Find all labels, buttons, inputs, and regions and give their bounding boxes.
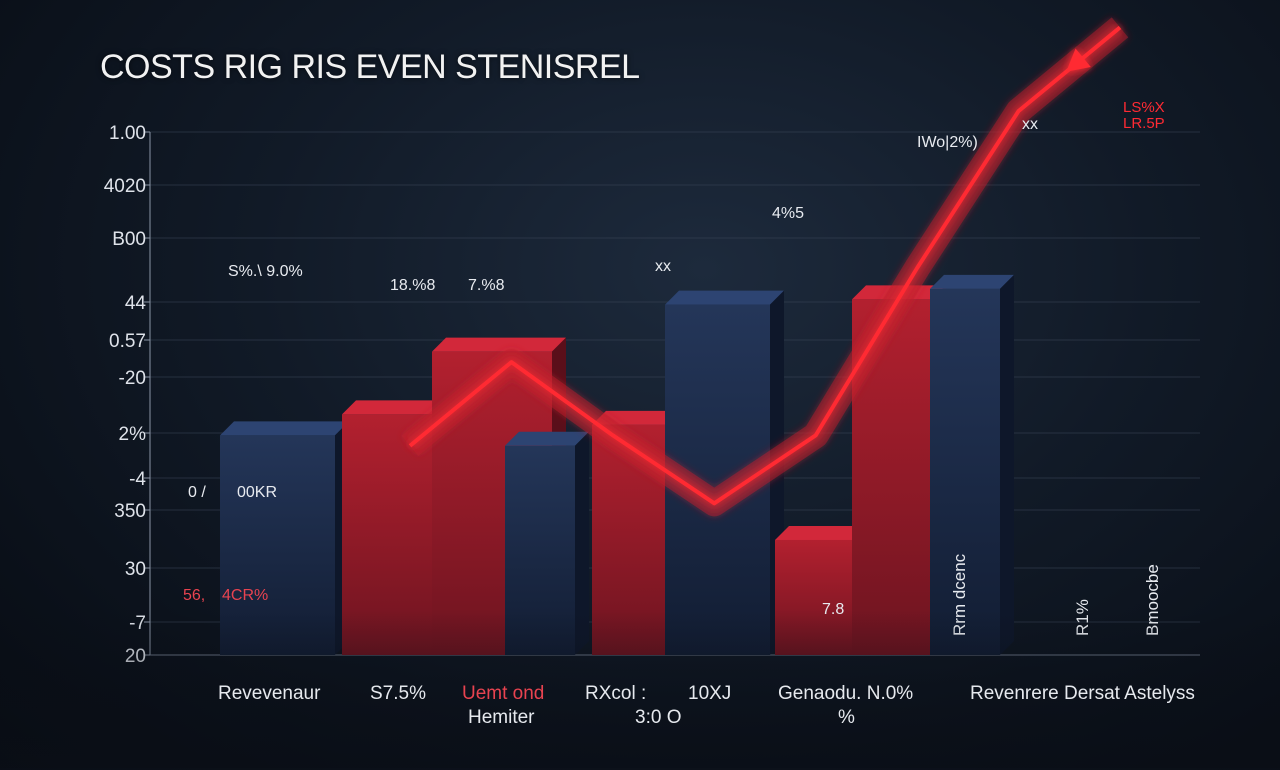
bar-label: 4%5	[772, 205, 804, 222]
bar-label: 18.%8	[390, 277, 435, 294]
x-category-line2: 3:0 O	[635, 707, 682, 728]
bar-front-face	[930, 288, 1000, 655]
y-tick-label: 350	[114, 501, 146, 522]
bar-label: 7.8	[822, 601, 844, 618]
x-category-label: RXcol : 3:0 O	[585, 683, 681, 729]
bar-label: IWo|2%)	[917, 134, 978, 151]
bar-side-face	[1000, 274, 1014, 655]
bar-4	[505, 431, 589, 655]
bar-label: LR.5P	[1123, 115, 1165, 132]
bar-label: LS%X	[1123, 99, 1165, 116]
x-category-line1: Uemt ond	[462, 683, 545, 704]
bars	[220, 274, 1014, 655]
x-category-label: S7.5%	[370, 683, 426, 705]
y-tick-label: B00	[112, 229, 146, 250]
x-category-line1: S7.5%	[370, 683, 426, 704]
y-tick-label: 44	[125, 293, 147, 314]
x-category-line1: Revevenaur	[218, 683, 321, 704]
bar-9	[930, 274, 1014, 655]
bar-label: 0 /	[188, 484, 206, 501]
bar-front-face	[775, 539, 860, 655]
x-category-label: Revenrere Dersat Astelyss	[970, 683, 1195, 705]
chart-title: COSTS RIG RIS EVEN STENISREL	[100, 48, 640, 86]
y-tick-label: 1.00	[109, 123, 146, 144]
x-category-line2: Hemiter	[468, 707, 535, 728]
bar-label: 7.%8	[468, 277, 505, 294]
y-tick-label: 0.57	[109, 331, 146, 352]
side-label: R1%	[1073, 599, 1092, 636]
y-tick-label: -20	[119, 368, 146, 389]
x-category-line1: RXcol :	[585, 683, 647, 704]
trend-line-group	[401, 17, 1129, 517]
bar-label: 56,	[183, 587, 205, 604]
x-category-label: Revevenaur	[218, 683, 320, 705]
side-label: Bmoocbe	[1143, 564, 1162, 636]
bar-1	[220, 421, 349, 655]
y-tick-label: 4020	[104, 176, 146, 197]
bar-top-face	[665, 290, 784, 305]
bar-label: xx	[1022, 116, 1038, 133]
bar-label: 00KR	[237, 484, 277, 501]
trend-arrowhead	[1066, 48, 1091, 72]
bar-label: 4CR%	[222, 587, 268, 604]
trend-line	[408, 25, 1122, 506]
x-category-line1: Revenrere Dersat Astelyss	[970, 683, 1195, 704]
bar-top-face	[505, 431, 589, 446]
bar-top-face	[775, 525, 874, 540]
x-category-line1: 10XJ	[688, 683, 732, 704]
bar-label: S%.\ 9.0%	[228, 263, 303, 280]
bar-front-face	[220, 435, 335, 655]
x-category-line2: %	[838, 707, 855, 728]
bar-top-face	[220, 421, 349, 436]
y-tick-label: -7	[129, 613, 146, 634]
y-tick-label: 30	[125, 559, 146, 580]
x-category-label: Genaodu. N.0%%	[778, 683, 913, 729]
x-category-label: 10XJ	[688, 683, 731, 705]
x-category-label: Uemt ond Hemiter	[462, 683, 544, 729]
bar-side-face	[575, 431, 589, 655]
side-label: Rrm dcenc	[950, 553, 969, 636]
bar-top-face	[432, 337, 566, 352]
bar-label: xx	[655, 258, 671, 275]
bar-top-face	[930, 274, 1014, 289]
y-tick-label: 20	[125, 646, 146, 667]
y-tick-label: -4	[129, 469, 146, 490]
y-tick-label: 2%	[119, 424, 147, 445]
x-category-line1: Genaodu. N.0%	[778, 683, 914, 704]
bar-front-face	[505, 445, 575, 655]
